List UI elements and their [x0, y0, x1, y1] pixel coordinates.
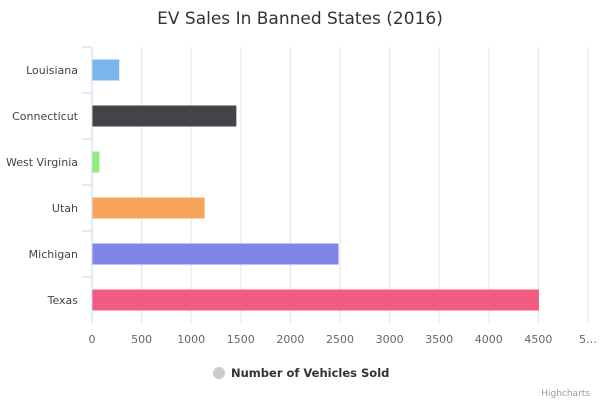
bar-louisiana[interactable] — [92, 59, 120, 81]
x-tick-label: 1000 — [177, 333, 205, 346]
x-tick-label: 1500 — [227, 333, 255, 346]
x-tick-labels: 0 500 1000 1500 2000 2500 3000 3500 4000 4500 5… — [89, 333, 598, 346]
x-tick-label: 500 — [131, 333, 152, 346]
chart-bars — [92, 59, 539, 311]
bar-michigan[interactable] — [92, 243, 339, 265]
category-label: Connecticut — [12, 110, 79, 123]
category-label: Texas — [47, 294, 79, 307]
category-label: Michigan — [29, 248, 78, 261]
x-tick-label: 2000 — [276, 333, 304, 346]
chart-grid — [82, 46, 589, 323]
x-tick-label: 3000 — [376, 333, 404, 346]
category-labels: Louisiana Connecticut West Virginia Utah Mic… — [6, 64, 79, 307]
category-label: Louisiana — [26, 64, 78, 77]
bar-west-virginia[interactable] — [92, 151, 100, 173]
x-tick-label: 2500 — [326, 333, 354, 346]
credits-link[interactable]: Highcharts — [541, 389, 590, 399]
x-tick-label: 4500 — [524, 333, 552, 346]
legend-marker — [213, 367, 225, 379]
legend[interactable]: Number of Vehicles Sold — [213, 366, 389, 380]
bar-texas[interactable] — [92, 289, 539, 311]
x-tick-label: 5… — [579, 333, 597, 346]
bar-utah[interactable] — [92, 197, 205, 219]
x-tick-label: 3500 — [425, 333, 453, 346]
x-tick-label: 4000 — [475, 333, 503, 346]
x-tick-label: 0 — [89, 333, 96, 346]
category-label: Utah — [52, 202, 78, 215]
chart-title: EV Sales In Banned States (2016) — [157, 9, 443, 29]
category-label: West Virginia — [6, 156, 78, 169]
legend-label[interactable]: Number of Vehicles Sold — [231, 366, 389, 380]
bar-connecticut[interactable] — [92, 105, 237, 127]
